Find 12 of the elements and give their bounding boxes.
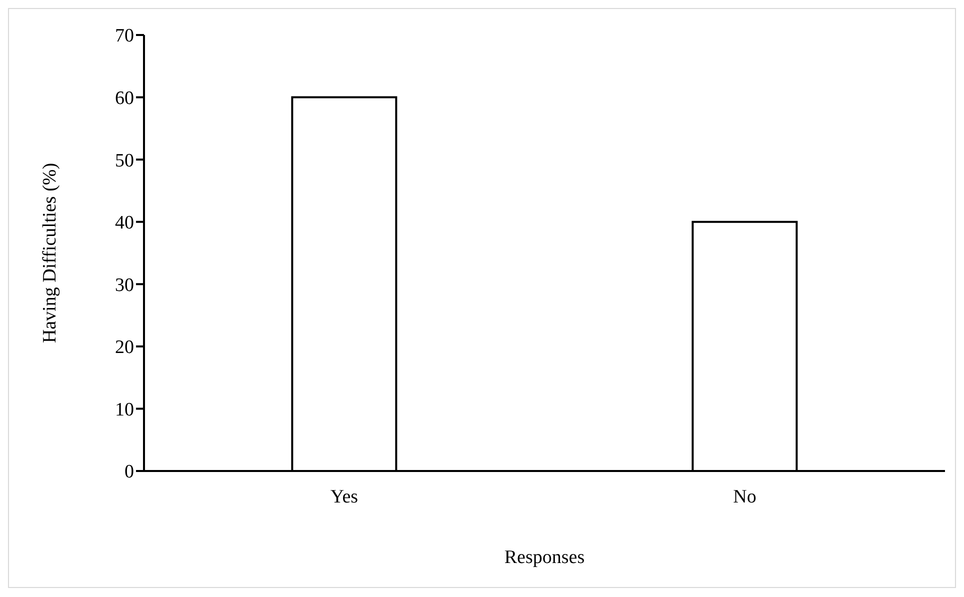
x-tick-label: Yes	[330, 486, 358, 508]
y-tick-label: 30	[115, 274, 134, 296]
y-tick-label: 0	[124, 462, 134, 483]
y-tick-label: 70	[115, 26, 134, 47]
x-tick-label: No	[733, 486, 756, 508]
y-tick-label: 50	[115, 150, 134, 172]
x-axis-title: Responses	[504, 547, 585, 568]
y-tick-label: 60	[115, 88, 134, 110]
y-axis-title: Having Difficulties (%)	[40, 162, 61, 344]
y-tick-label: 10	[115, 399, 134, 420]
y-tick-label: 20	[115, 337, 134, 358]
y-tick-label: 40	[115, 212, 134, 234]
